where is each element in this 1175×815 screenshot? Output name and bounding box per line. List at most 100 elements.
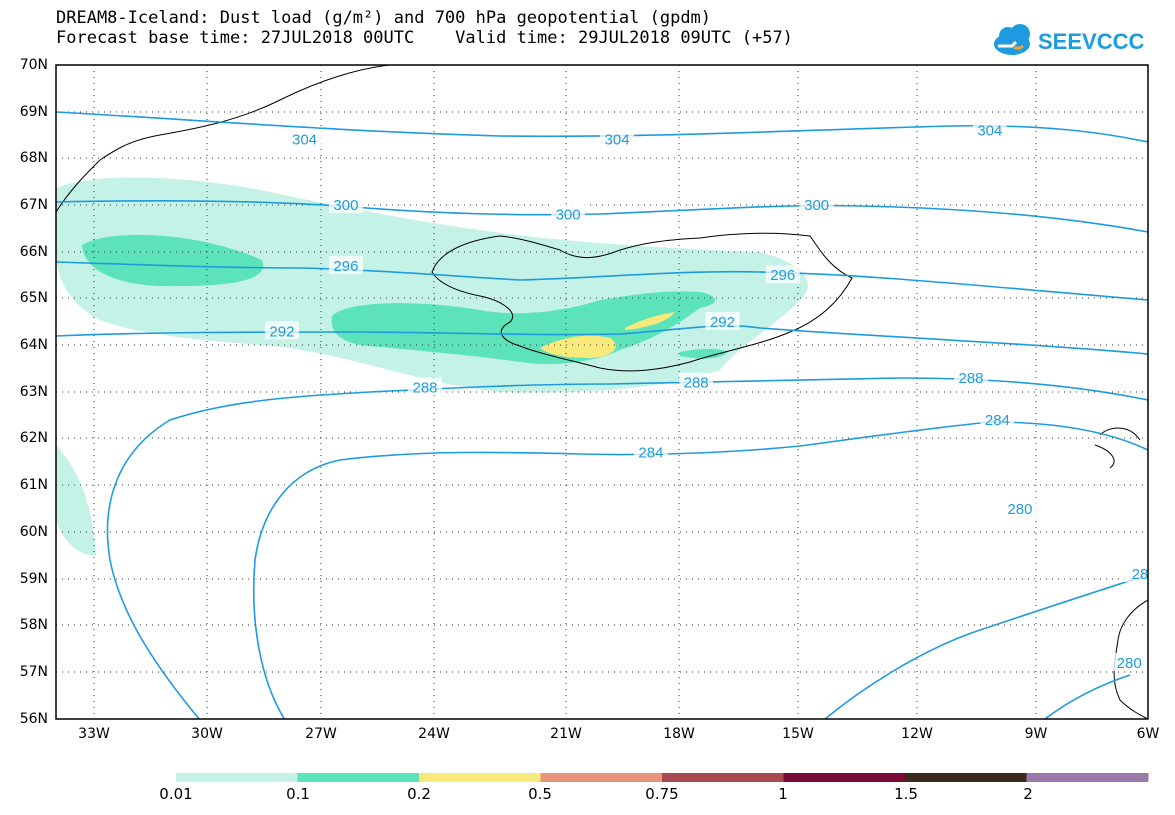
seevccc-logo: SEEVCCC [994, 24, 1144, 55]
colorbar-label: 0.75 [645, 785, 679, 803]
contour-label-bg [328, 195, 363, 214]
contour-label: 284 [638, 445, 663, 462]
contour-280-a [824, 574, 1148, 719]
contour-label: 292 [269, 323, 294, 340]
lat-label: 63N [19, 384, 48, 400]
contour-label: 284 [985, 412, 1010, 429]
lat-label: 58N [19, 617, 48, 633]
colorbar-swatch [662, 773, 784, 782]
contour-label: 292 [710, 314, 735, 331]
iceland-coast [431, 232, 853, 372]
contour-label: 300 [804, 197, 829, 214]
contour-296 [56, 261, 1148, 301]
contour-label: 304 [292, 132, 317, 149]
lon-label: 24W [418, 726, 450, 742]
colorbar-label: 0.1 [286, 785, 310, 803]
contour-label-bg [600, 129, 635, 148]
colorbar-swatch [1026, 773, 1149, 782]
contour-label-bg [1112, 652, 1147, 671]
lon-label: 9W [1024, 726, 1048, 742]
lat-label: 65N [19, 290, 48, 306]
contour-label: 288 [684, 375, 709, 392]
colorbar-label: 0.5 [528, 785, 552, 803]
lat-label: 69N [19, 104, 48, 120]
contour-label: 288 [413, 379, 438, 396]
colorbar [176, 773, 1149, 782]
lon-label: 33W [78, 726, 110, 742]
contour-label: 280 [1117, 655, 1142, 672]
contour-288 [106, 377, 1148, 719]
contour-label-bg [799, 195, 834, 214]
geopotential-contours [56, 111, 1148, 719]
contour-label-bg [765, 265, 800, 284]
colorbar-label: 0.2 [407, 785, 431, 803]
contour-label: 280 [1007, 501, 1032, 518]
contour-label-bg [287, 129, 322, 148]
contour-label: 300 [556, 206, 581, 223]
lat-label: 68N [19, 150, 48, 166]
colorbar-swatch [905, 773, 1027, 782]
colorbar-swatch [419, 773, 541, 782]
contour-label-bg [705, 311, 740, 330]
logo-text: SEEVCCC [1038, 29, 1144, 54]
contour-labels: 304 304 304 300 300 300 296 296 292 292 288 288 288 2… [264, 120, 1157, 672]
contour-280-b [1044, 674, 1131, 719]
lat-label: 60N [19, 524, 48, 540]
dust-layer-0.2 [540, 312, 675, 358]
map-frame [55, 64, 1149, 720]
colorbar-swatch [297, 773, 420, 782]
colorbar-swatch [783, 773, 906, 782]
contour-label-bg [328, 255, 363, 274]
contour-label-bg [633, 442, 668, 461]
dust-layer-0.01 [56, 177, 808, 556]
contour-292 [56, 325, 1148, 355]
colorbar-label: 0.01 [159, 785, 193, 803]
contour-label: 304 [605, 132, 630, 149]
lat-label: 61N [19, 477, 48, 493]
lon-label: 30W [191, 726, 223, 742]
colorbar-label: 2 [1023, 785, 1033, 803]
dust-layer-0.1 [82, 234, 728, 365]
contour-304 [56, 111, 1148, 143]
contour-label: 300 [333, 197, 358, 214]
lon-label: 21W [550, 726, 582, 742]
contour-label-bg [954, 367, 989, 386]
contour-label-bg [551, 204, 586, 223]
lat-label: 70N [19, 57, 48, 73]
grid [56, 65, 1148, 719]
contour-300 [56, 200, 1148, 233]
cloud-icon [994, 24, 1030, 55]
title-line-2: Forecast base time: 27JUL2018 00UTC Vali… [56, 28, 793, 48]
contour-label-bg [972, 120, 1007, 139]
lat-label: 62N [19, 430, 48, 446]
lon-label: 6W [1136, 726, 1160, 742]
contour-284 [252, 421, 1148, 719]
lon-label: 15W [782, 726, 814, 742]
contour-label: 28 [1132, 566, 1149, 583]
contour-label: 296 [333, 258, 358, 275]
lat-label: 59N [19, 571, 48, 587]
colorbar-swatch [176, 773, 298, 782]
contour-label-bg [980, 410, 1015, 429]
faroe-shetland-coast [1094, 427, 1141, 469]
contour-label-bg [1002, 498, 1037, 517]
lat-label: 66N [19, 244, 48, 260]
lat-label: 67N [19, 197, 48, 213]
colorbar-label: 1 [778, 785, 788, 803]
greenland-coast [56, 65, 391, 213]
contour-label-bg [408, 377, 443, 396]
contour-label-bg [264, 321, 299, 340]
lat-label: 56N [19, 711, 48, 727]
lat-label: 57N [19, 664, 48, 680]
lon-label: 27W [305, 726, 337, 742]
colorbar-label: 1.5 [894, 785, 918, 803]
contour-label-bg [679, 372, 714, 391]
lon-label: 18W [663, 726, 695, 742]
contour-label: 296 [770, 267, 795, 284]
colorbar-swatch [540, 773, 663, 782]
lon-label: 12W [901, 726, 933, 742]
contour-label: 304 [977, 122, 1002, 139]
lat-label: 64N [19, 337, 48, 353]
contour-label: 288 [959, 370, 984, 387]
